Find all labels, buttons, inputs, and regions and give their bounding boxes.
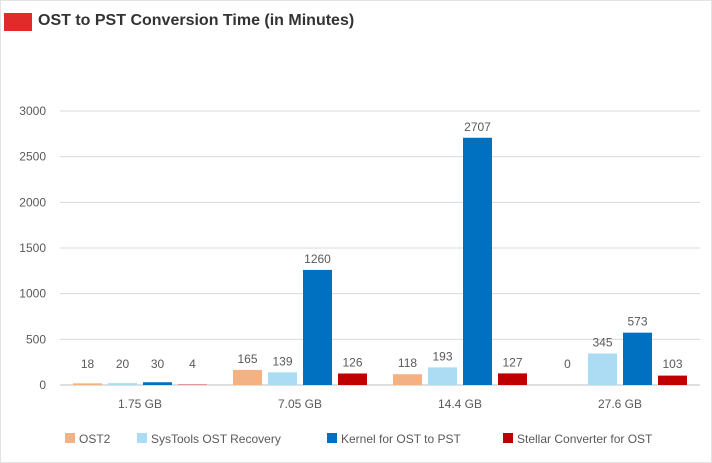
bar-kernel-for-ost-to-pst (303, 269, 332, 385)
bar-ost2 (73, 383, 102, 385)
legend-swatch (327, 433, 337, 443)
data-label: 345 (592, 335, 612, 349)
bar-stellar-converter-for-ost (658, 375, 687, 385)
data-label: 193 (432, 349, 452, 363)
data-label: 126 (342, 355, 362, 369)
data-label: 20 (116, 357, 130, 371)
data-label: 0 (564, 357, 571, 371)
bar-stellar-converter-for-ost (498, 373, 527, 385)
y-tick-label: 2000 (19, 195, 46, 209)
data-label: 2707 (464, 120, 491, 134)
bar-kernel-for-ost-to-pst (143, 382, 172, 385)
bar-ost2 (233, 369, 262, 385)
legend-swatch (503, 433, 513, 443)
x-tick-label: 7.05 GB (278, 397, 322, 411)
data-label: 165 (237, 352, 257, 366)
data-label: 1260 (304, 252, 331, 266)
y-tick-label: 1500 (19, 241, 46, 255)
x-tick-label: 1.75 GB (118, 397, 162, 411)
title-accent-bar (4, 13, 32, 31)
legend-label: Stellar Converter for OST (517, 432, 653, 446)
data-label: 573 (627, 315, 647, 329)
legend-swatch (65, 433, 75, 443)
y-tick-label: 500 (26, 332, 46, 346)
y-tick-label: 1000 (19, 287, 46, 301)
legend-label: OST2 (79, 432, 111, 446)
bar-stellar-converter-for-ost (338, 373, 367, 385)
data-label: 139 (272, 354, 292, 368)
data-label: 118 (398, 356, 417, 370)
legend-label: SysTools OST Recovery (151, 432, 281, 446)
y-tick-label: 0 (39, 378, 46, 392)
legend-swatch (137, 433, 147, 443)
chart-title: OST to PST Conversion Time (in Minutes) (38, 12, 355, 29)
x-tick-label: 27.6 GB (598, 397, 642, 411)
data-label: 127 (502, 355, 522, 369)
data-label: 103 (662, 357, 682, 371)
bar-kernel-for-ost-to-pst (463, 137, 492, 385)
data-label: 30 (151, 357, 165, 371)
bar-ost2 (393, 374, 422, 385)
bar-systools-ost-recovery (588, 353, 617, 385)
bar-systools-ost-recovery (268, 372, 297, 385)
y-tick-label: 3000 (19, 104, 46, 118)
bar-kernel-for-ost-to-pst (623, 332, 652, 385)
x-tick-label: 14.4 GB (438, 397, 482, 411)
bar-systools-ost-recovery (428, 367, 457, 385)
legend-label: Kernel for OST to PST (341, 432, 461, 446)
bar-systools-ost-recovery (108, 383, 137, 385)
y-tick-label: 2500 (19, 150, 46, 164)
data-label: 4 (189, 357, 196, 371)
data-label: 18 (81, 357, 95, 371)
